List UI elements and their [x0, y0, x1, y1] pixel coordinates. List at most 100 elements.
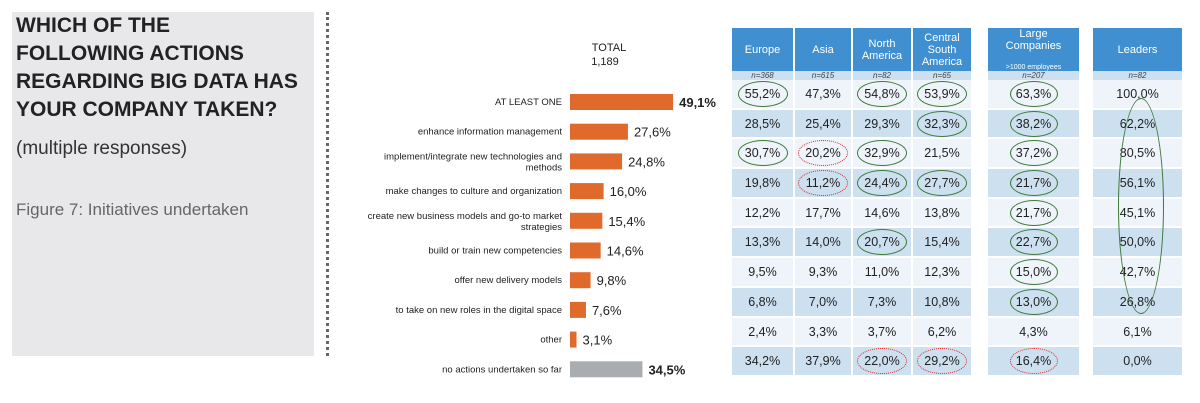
column-header: Asia [795, 28, 851, 71]
table-cell: 11,0% [853, 258, 911, 288]
bar [570, 183, 604, 200]
table-cell: 15,4% [913, 228, 971, 259]
bar [570, 212, 603, 229]
cell-value: 9,3% [808, 265, 838, 280]
table-cell: 16,4% [988, 347, 1079, 377]
column-header-note: >1000 employees [1005, 63, 1062, 71]
bar-category-label: make changes to culture and organization [386, 186, 562, 197]
bars-group: AT LEAST ONE 49,1% enhance information man… [368, 94, 716, 378]
cell-value: 14,6% [864, 205, 900, 220]
cell-value: 37,2% [1015, 146, 1052, 161]
cell-value: 32,9% [864, 146, 900, 161]
cell-value: 25,4% [805, 116, 841, 131]
table-cell: 3,7% [853, 317, 911, 348]
sample-size: n=207 [988, 71, 1079, 80]
cell-value: 32,3% [924, 116, 960, 131]
cell-value: 20,2% [805, 146, 841, 161]
cell-value: 53,9% [924, 87, 960, 101]
bar [570, 301, 586, 318]
question-line: YOUR COMPANY TAKEN? [16, 98, 278, 121]
bar-value-label: 7,6% [592, 303, 622, 318]
cell-value: 29,3% [864, 116, 900, 131]
cell-value: 24,4% [864, 176, 900, 191]
cell-value: 4,3% [1019, 324, 1048, 339]
bar-value-label: 3,1% [583, 333, 613, 348]
cell-value: 19,8% [744, 176, 781, 191]
table-cell: 12,2% [732, 198, 793, 229]
cell-value: 3,7% [867, 324, 897, 339]
table-cell: 20,7% [853, 228, 911, 259]
table-cell: 15,0% [988, 258, 1079, 288]
table-cell: 28,5% [732, 109, 793, 140]
table-cell: 21,7% [988, 169, 1079, 199]
cell-value: 15,4% [924, 235, 960, 250]
table-cell: 7,3% [853, 287, 911, 318]
table-cell: 11,2% [795, 169, 851, 199]
table-cell: 6,1% [1093, 317, 1182, 348]
question-line: WHICH OF THE [16, 14, 170, 37]
bar-category-label: offer new delivery models [454, 275, 562, 286]
table-cell: 6,2% [913, 317, 971, 348]
sample-size: n=82 [1093, 71, 1182, 80]
sample-size: n=615 [795, 71, 851, 80]
figure-caption: Figure 7: Initiatives undertaken [16, 200, 249, 219]
table-cell: 21,7% [988, 198, 1079, 229]
column-header-label: Leaders [1117, 43, 1158, 56]
table-column: Large Companies >1000 employees n=207 63,3%… [988, 28, 1079, 377]
bar [570, 94, 674, 110]
table-cell: 30,7% [732, 139, 793, 170]
table-cell: 0,0% [1093, 347, 1182, 377]
cell-value: 21,7% [1015, 205, 1052, 220]
bar-value-label: 14,6% [607, 244, 644, 259]
sample-size: n=82 [853, 71, 911, 80]
table-column: Central South America n=65 53,9% 32,3% 21,5%… [913, 28, 971, 377]
cell-value: 6,8% [748, 294, 777, 309]
table-cell: 54,8% [853, 80, 911, 110]
bar-value-label: 34,5% [648, 362, 685, 377]
sample-size: n=368 [732, 71, 793, 80]
table-cell: 29,2% [913, 347, 971, 377]
cell-value: 13,0% [1015, 294, 1052, 309]
table-cell: 47,3% [795, 80, 851, 110]
column-header-label: Large Companies [1005, 27, 1062, 52]
bar-category-label: enhance information management [418, 127, 563, 138]
cell-value: 21,5% [924, 146, 960, 161]
cell-value: 10,8% [924, 294, 960, 309]
table-cell: 13,3% [732, 228, 793, 259]
table-cell: 22,7% [988, 228, 1079, 259]
cell-value: 13,8% [924, 205, 960, 220]
bar [570, 272, 591, 289]
column-header: Europe [732, 28, 793, 71]
cell-value: 27,7% [924, 176, 960, 191]
bar-category-label: create new business models and go-to mar… [368, 211, 563, 233]
cell-value: 34,2% [744, 354, 781, 369]
question-subtitle: (multiple responses) [16, 138, 188, 159]
table-cell: 37,9% [795, 347, 851, 377]
table-cell: 25,4% [795, 109, 851, 140]
bar [570, 331, 577, 348]
question-line: FOLLOWING ACTIONS [16, 42, 244, 65]
column-header: Central South America [913, 28, 971, 71]
bar [570, 123, 628, 140]
cell-value: 63,3% [1015, 87, 1052, 101]
cell-value: 3,3% [808, 324, 838, 339]
column-header-label: Europe [744, 43, 781, 56]
bar-category-label: no actions undertaken so far [442, 364, 562, 375]
bar-category-label: AT LEAST ONE [495, 97, 562, 108]
table-cell: 29,3% [853, 109, 911, 140]
table-cell: 10,8% [913, 287, 971, 318]
cell-value: 37,9% [805, 354, 841, 369]
table-cell: 19,8% [732, 169, 793, 199]
table-cell: 37,2% [988, 139, 1079, 170]
question-title: WHICH OF THE FOLLOWING ACTIONS REGARDING… [16, 12, 306, 124]
bar-value-label: 16,0% [610, 184, 647, 199]
cell-value: 7,0% [808, 294, 838, 309]
cell-value: 55,2% [744, 87, 781, 101]
bar-value-label: 9,8% [597, 273, 627, 288]
cell-value: 7,3% [867, 294, 897, 309]
cell-value: 16,4% [1015, 354, 1052, 369]
cell-value: 47,3% [805, 87, 841, 101]
table-column: Europe n=368 55,2% 28,5% 30,7% 19,8% 12,2% 13,3… [732, 28, 793, 377]
table-cell: 14,6% [853, 198, 911, 229]
bar-value-label: 15,4% [608, 214, 645, 229]
